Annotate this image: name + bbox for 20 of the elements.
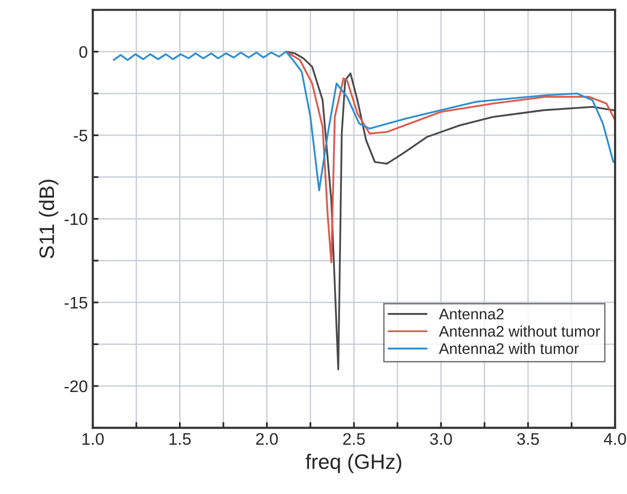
x-axis-title: freq (GHz) — [306, 454, 402, 474]
y-axis-title: S11 (dB) — [38, 180, 58, 258]
x-tick-label: 4.0 — [604, 433, 626, 445]
line-series — [112, 50, 614, 192]
x-tick-label: 1.0 — [82, 433, 104, 445]
x-tick-label: 1.5 — [170, 433, 191, 445]
line-series — [285, 50, 616, 264]
legend-label: Antenna2 — [438, 308, 504, 320]
x-tick-label: 2.0 — [256, 433, 278, 445]
line-series — [285, 50, 616, 370]
x-tick-label: 3.5 — [517, 433, 539, 445]
y-tick-label: -15 — [64, 297, 88, 309]
legend-label: Antenna2 with tumor — [438, 342, 579, 354]
x-tick-label: 2.5 — [343, 433, 365, 445]
legend-label: Antenna2 without tumor — [438, 326, 600, 337]
y-tick-label: 0 — [79, 46, 88, 58]
y-tick-label: -10 — [64, 213, 88, 226]
y-tick-label: -5 — [74, 130, 88, 142]
y-tick-label: -20 — [64, 380, 88, 392]
x-tick-label: 3.0 — [430, 433, 452, 445]
